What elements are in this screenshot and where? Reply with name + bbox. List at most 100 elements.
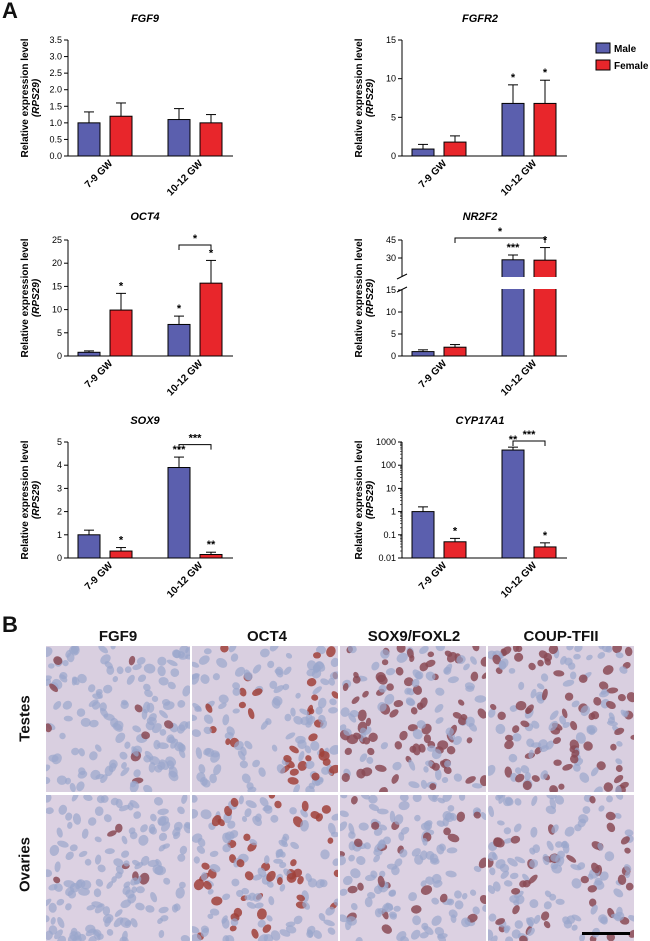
bar [443,541,467,559]
significance-bracket [178,244,212,250]
x-tick-label: 10-12 GW [499,358,539,398]
panel-a-letter: A [2,0,18,23]
y-tick-label: 10 [52,305,62,315]
column-title-oct4: OCT4 [246,628,287,645]
chart-fgfr2: FGFR2 0 5 10 15 Relative expression level (RPS… [354,13,567,198]
significance-star: ** [207,539,216,551]
bar [411,351,435,357]
significance-star: * [119,280,124,292]
y-tick-label: 100 [381,460,396,470]
bar [167,119,191,157]
bar [501,102,525,157]
y-axis-label: Relative expression level [20,38,31,157]
bar-break [533,277,557,289]
y-tick-label: 10 [386,307,396,317]
y-tick-label: 3 [57,483,62,493]
significance-bracket [454,237,546,243]
bar [109,115,133,157]
significance-star: * [543,530,548,542]
significance-bracket [512,440,546,447]
significance-bracket-label: *** [523,429,537,441]
column-title-coup-tfii: COUP-TFII [523,628,599,645]
significance-star: *** [173,444,187,456]
y-tick-label: 0.5 [49,134,62,144]
significance-star: *** [507,242,521,254]
chart-oct4: OCT4 0 5 10 15 20 25 Relative expression level(… [20,211,233,398]
significance-star: * [209,247,214,259]
legend-swatch [595,59,611,71]
axis-break [396,277,571,289]
bar [533,259,557,357]
column-title-fgf9: FGF9 [98,628,138,645]
y-tick-label: 2.5 [49,68,62,78]
bar [443,346,467,357]
x-tick-label: 10-12 GW [165,158,205,198]
bar [167,323,191,357]
significance-star: * [177,303,182,315]
micrograph-ovaries-fgf9 [46,795,190,941]
y-tick-label: 0 [57,553,62,563]
y-tick-label: 0.01 [378,553,396,563]
panel-b-letter: B [2,612,18,637]
y-axis-label-unit: (RPS29) [31,480,42,519]
micrograph-ovaries-oct4 [192,795,338,941]
y-tick-label: 20 [52,258,62,268]
axis-break-mark [396,273,408,280]
bar [109,550,133,559]
y-tick-label: 3.5 [49,35,62,45]
y-tick-label: 25 [52,235,62,245]
x-tick-label: 7-9 GW [417,358,450,391]
y-axis-label: Relative expression level [20,440,31,559]
legend-swatch [595,42,611,54]
y-tick-label: 5 [391,329,396,339]
chart-nr2f2: NR2F2 0 5 10 15 30 45 Relative expression level… [354,211,571,398]
row-title-testes: Testes [16,695,34,742]
chart-title: CYP17A1 [456,415,505,427]
x-tick-label: 10-12 GW [499,560,539,600]
y-tick-label: 0.0 [49,151,62,161]
bar [77,122,101,157]
significance-star: * [119,535,124,547]
bar-break [501,277,525,289]
y-axis-label-unit: (RPS29) [365,480,376,519]
chart-fgf9: FGF9 0.0 0.5 1.0 1.5 2.0 2.5 3.0 3.5 Relative exp… [20,13,233,198]
y-tick-label: 5 [391,112,396,122]
bar [77,534,101,559]
micrograph-ovaries-coup-tfii [488,795,634,941]
micrograph-testes-sox9-foxl2 [340,646,486,792]
scale-bar [582,932,630,935]
y-tick-label: 30 [386,253,396,263]
micrograph-testes-oct4 [192,646,338,792]
chart-title: OCT4 [130,211,159,223]
x-tick-label: 7-9 GW [83,158,116,191]
y-tick-label: 4 [57,460,62,470]
significance-bracket-label: * [498,226,503,238]
y-axis-label: Relative expression level [20,238,31,357]
y-tick-label: 1.0 [49,118,62,128]
bar [77,351,101,357]
y-axis-label-unit: (RPS29) [365,78,376,117]
chart-title: FGFR2 [462,13,498,25]
bar [501,259,525,357]
bar [199,122,223,157]
bar [199,282,223,357]
bar [109,309,133,357]
y-tick-label: 1 [57,530,62,540]
x-tick-label: 10-12 GW [165,358,205,398]
bar [411,511,435,559]
y-axis-label: Relative expression level [354,238,365,357]
bar [167,467,191,559]
x-tick-label: 10-12 GW [499,158,539,198]
y-tick-label: 2 [57,507,62,517]
micrograph-ovaries-sox9-foxl2 [340,795,486,941]
legend-label: Male [614,44,637,55]
y-axis-label-unit: (RPS29) [31,278,42,317]
chart-sox9: SOX9 0 1 2 3 4 5 Relative expression level (RPS2… [20,415,233,600]
y-tick-label: 0 [57,351,62,361]
y-tick-label: 3.0 [49,52,62,62]
significance-star: * [453,525,458,537]
y-tick-label: 5 [57,328,62,338]
column-title-sox9-foxl2: SOX9/FOXL2 [367,628,461,645]
y-tick-label: 0.1 [383,530,396,540]
bar [443,141,467,157]
